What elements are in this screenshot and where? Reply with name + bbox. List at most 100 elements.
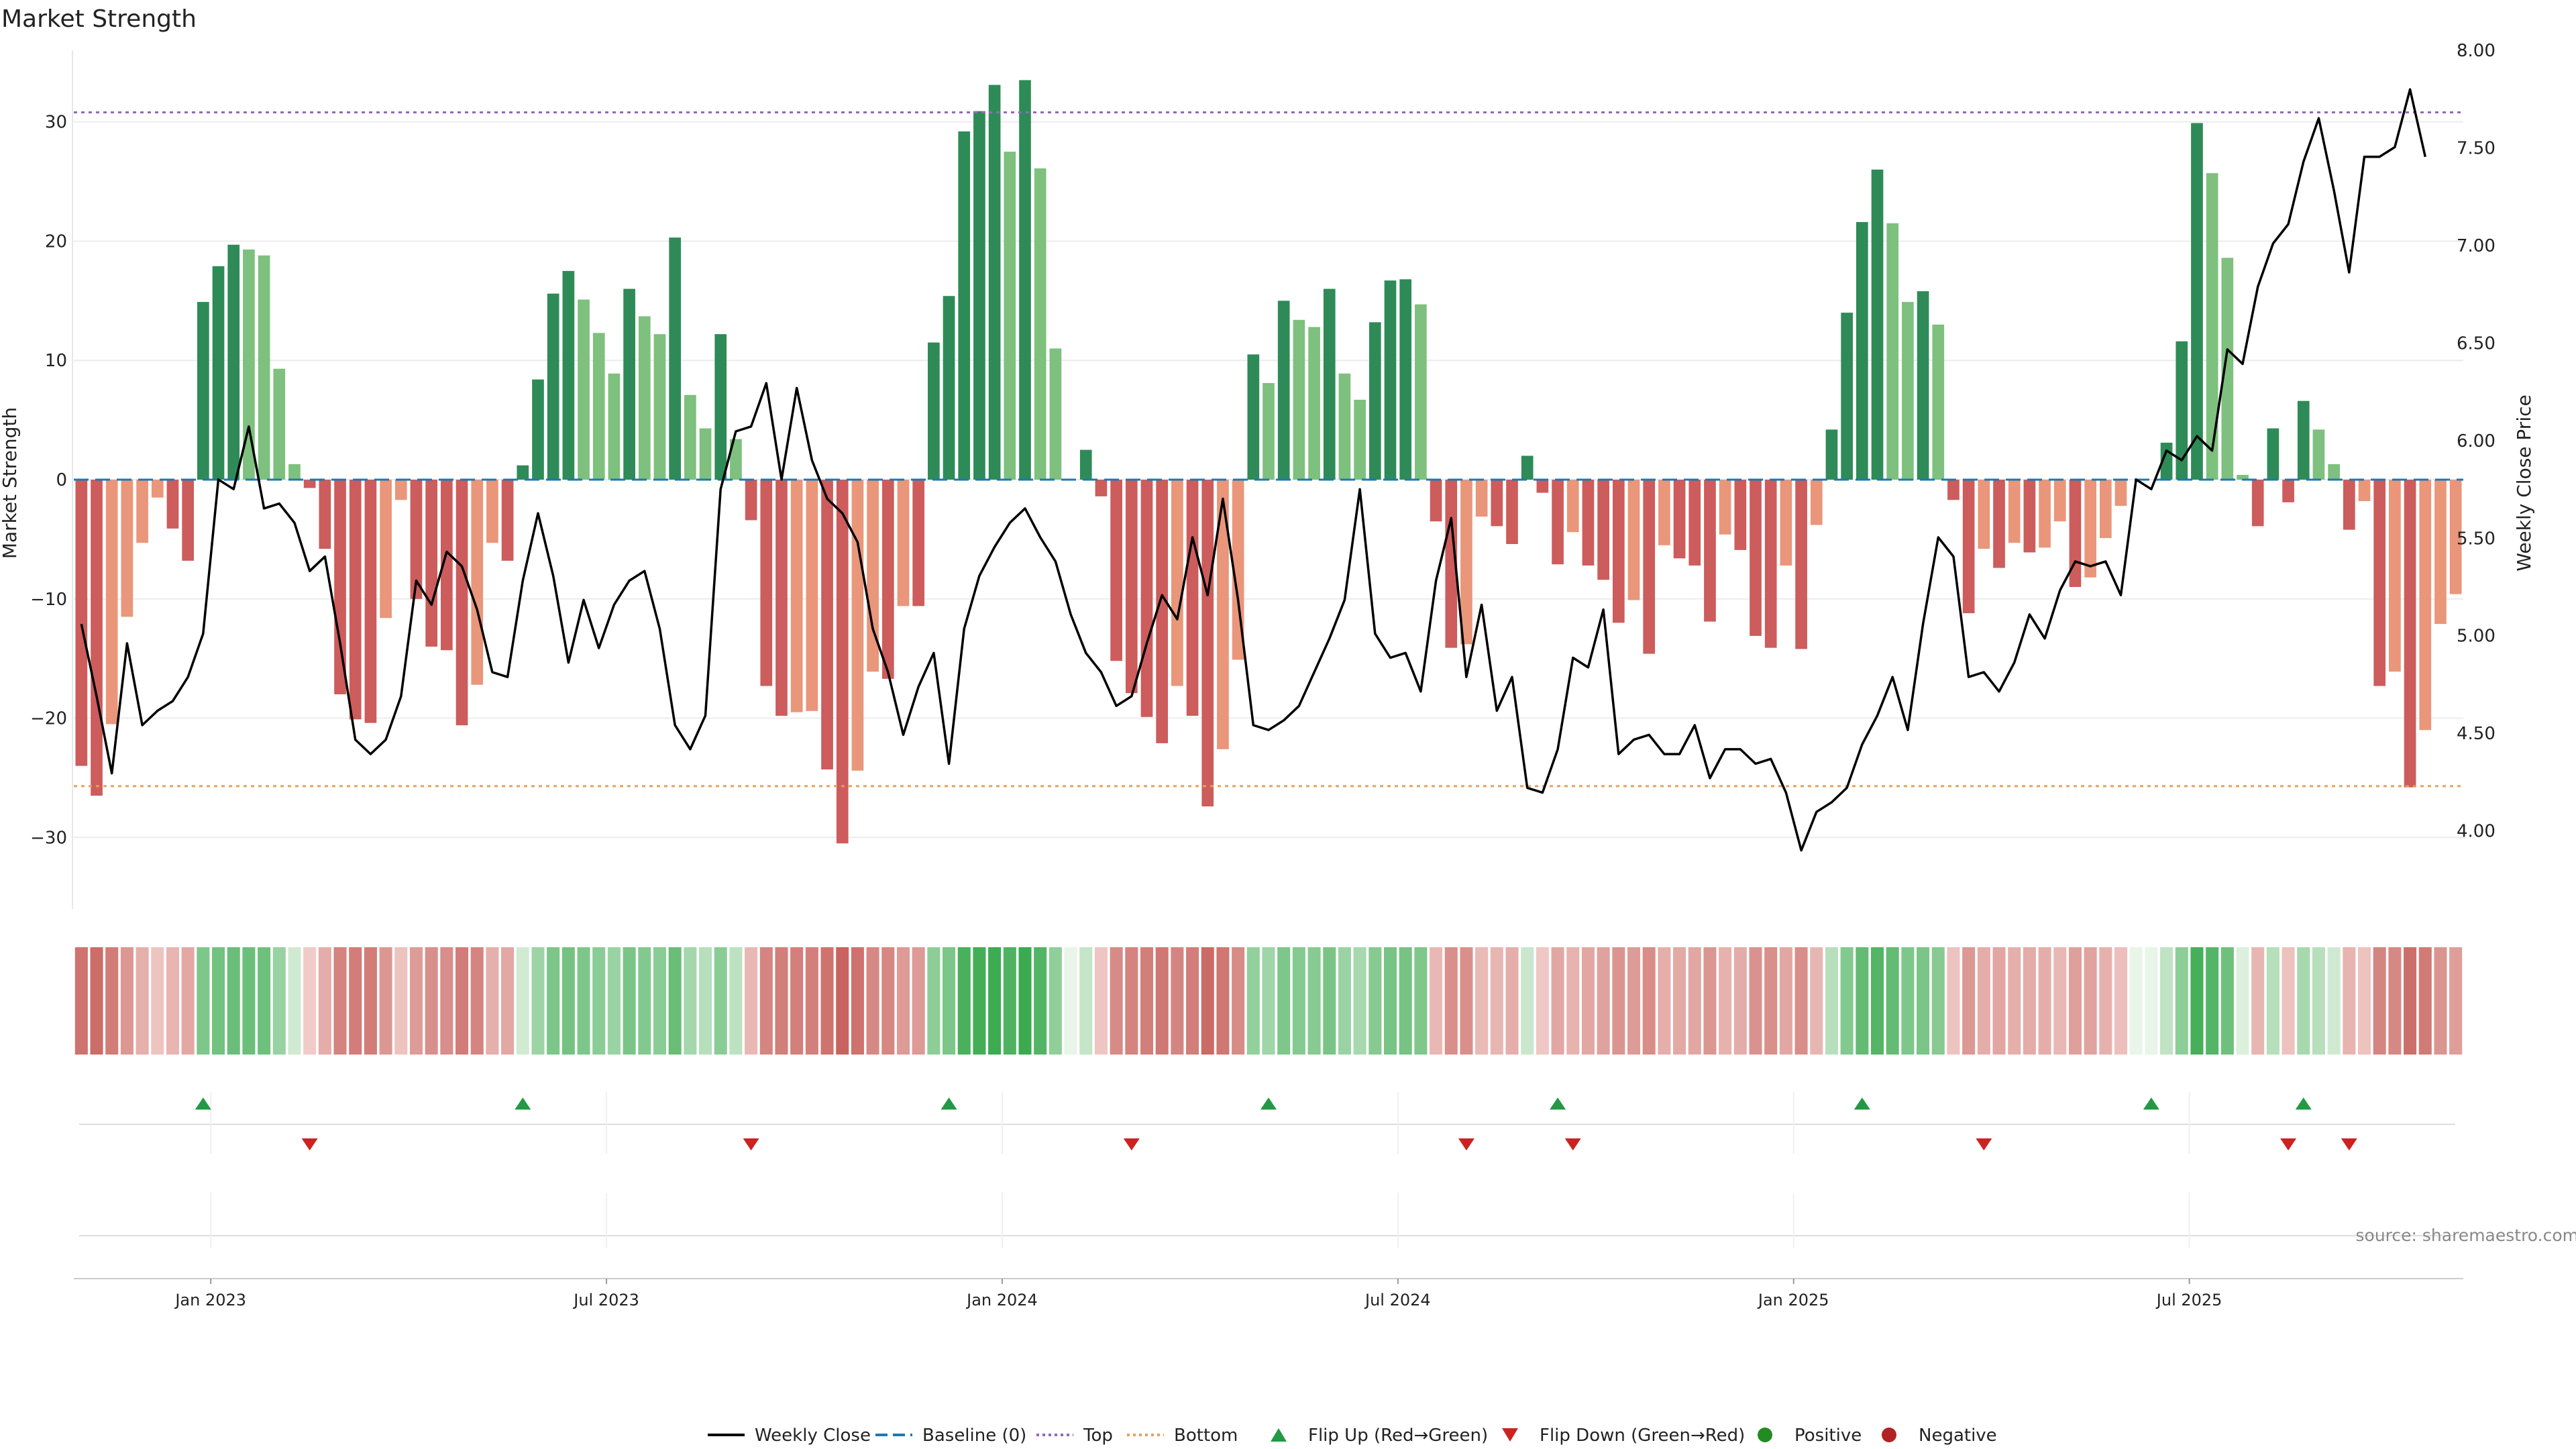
- strength-bar: [760, 480, 773, 686]
- strength-bar: [2312, 429, 2325, 480]
- weekly-close-line: [80, 88, 2427, 852]
- strength-bar: [1947, 480, 1960, 500]
- legend-label: Flip Up (Red→Green): [1308, 1426, 1488, 1446]
- strength-bar: [394, 480, 407, 500]
- heat-cell: [714, 947, 727, 1055]
- strength-bar: [1445, 480, 1458, 648]
- heat-cell: [1597, 947, 1610, 1055]
- strength-bar: [2267, 428, 2279, 480]
- strength-bar: [592, 333, 605, 480]
- y2-axis-label: Weekly Close Price: [2513, 394, 2535, 571]
- y-axis-label: Market Strength: [0, 407, 21, 559]
- strength-bar: [532, 379, 544, 480]
- strength-bar: [821, 480, 833, 769]
- heat-cell: [2129, 947, 2143, 1055]
- strength-bar: [1856, 222, 1868, 480]
- heat-cell: [1094, 947, 1108, 1055]
- heat-cell: [1003, 947, 1016, 1055]
- heat-cell: [1856, 947, 1869, 1055]
- strength-bar: [1308, 327, 1320, 480]
- heat-cell: [120, 947, 133, 1055]
- strength-bar: [988, 85, 1001, 480]
- strength-bar: [1049, 348, 1062, 480]
- strength-bar: [334, 480, 346, 694]
- heat-cell: [1125, 947, 1138, 1055]
- heat-cell: [516, 947, 529, 1055]
- strength-bar: [790, 480, 803, 712]
- x-tick-label: Jul 2024: [1364, 1291, 1431, 1309]
- strength-bar: [1673, 480, 1686, 559]
- heat-cell: [759, 947, 773, 1055]
- heat-cell: [1886, 947, 1899, 1055]
- strength-bar: [1338, 373, 1351, 480]
- strength-bar: [897, 480, 910, 606]
- heat-cell: [1383, 947, 1397, 1055]
- heat-cell: [1277, 947, 1291, 1055]
- heat-cell: [2343, 947, 2356, 1055]
- heat-cell: [2053, 947, 2067, 1055]
- strength-bar: [2404, 480, 2416, 788]
- heat-cell: [2160, 947, 2174, 1055]
- strength-bar: [455, 480, 468, 726]
- heat-cell: [379, 947, 392, 1055]
- heat-cell: [394, 947, 408, 1055]
- heat-cell: [927, 947, 941, 1055]
- strength-bar: [669, 237, 682, 480]
- heat-cell: [1992, 947, 2006, 1055]
- heat-cell: [653, 947, 667, 1055]
- y-axis-left: −30 −20 −10 0 10 20 30: [30, 50, 73, 909]
- strength-bar: [881, 480, 894, 679]
- strength-bar: [912, 480, 925, 606]
- strength-bar: [2358, 480, 2371, 501]
- x-tick-label: Jul 2025: [2155, 1291, 2222, 1309]
- legend-label: Bottom: [1174, 1426, 1238, 1446]
- strength-bar: [1704, 480, 1716, 622]
- heat-cell: [1977, 947, 1990, 1055]
- strength-bar: [684, 394, 696, 480]
- y-tick-label: −20: [30, 709, 67, 729]
- heat-cell: [227, 947, 240, 1055]
- heat-cell: [2404, 947, 2417, 1055]
- heat-cell: [1870, 947, 1884, 1055]
- heat-cell: [1749, 947, 1762, 1055]
- heat-cell: [409, 947, 423, 1055]
- strength-bar: [1825, 429, 1838, 480]
- strength-bar: [2282, 480, 2294, 502]
- strength-bar: [1810, 480, 1823, 525]
- strength-bar: [1186, 480, 1199, 716]
- strength-bar: [1384, 280, 1397, 480]
- y2-tick-label: 7.50: [2457, 138, 2496, 158]
- y-tick-label: −10: [30, 590, 67, 610]
- heat-cell: [1262, 947, 1275, 1055]
- heat-cell: [2008, 947, 2021, 1055]
- strength-bar: [1719, 480, 1731, 535]
- flip-up-marker: [515, 1097, 531, 1110]
- heat-cell: [943, 947, 956, 1055]
- strength-bar: [441, 480, 453, 651]
- strength-bar: [319, 480, 331, 549]
- heat-cell: [2099, 947, 2112, 1055]
- heat-cell: [1034, 947, 1047, 1055]
- heat-cell: [1536, 947, 1549, 1055]
- y2-tick-label: 6.50: [2457, 333, 2496, 354]
- strength-bar: [2389, 480, 2401, 672]
- strength-bar: [75, 480, 88, 766]
- heat-cell: [197, 947, 210, 1055]
- strength-bar: [1263, 383, 1275, 480]
- strength-bar: [1962, 480, 1975, 614]
- heat-cell: [2357, 947, 2371, 1055]
- heat-cell: [2220, 947, 2234, 1055]
- heat-cell: [2312, 947, 2325, 1055]
- heat-cell: [1460, 947, 1473, 1055]
- heat-cell: [2373, 947, 2386, 1055]
- strength-bar: [851, 480, 864, 771]
- heat-cell: [318, 947, 331, 1055]
- heat-cell: [1521, 947, 1534, 1055]
- heat-cell: [1307, 947, 1321, 1055]
- strength-bar: [1460, 480, 1472, 645]
- legend: Weekly Close Baseline (0) Top Bottom Flip Up…: [708, 1426, 1997, 1446]
- y-axis-right: 4.00 4.50 5.00 5.50 6.00 6.50 7.00 7.50 8.00: [2457, 41, 2496, 842]
- heat-strip: [74, 947, 2463, 1055]
- heat-cell: [303, 947, 317, 1055]
